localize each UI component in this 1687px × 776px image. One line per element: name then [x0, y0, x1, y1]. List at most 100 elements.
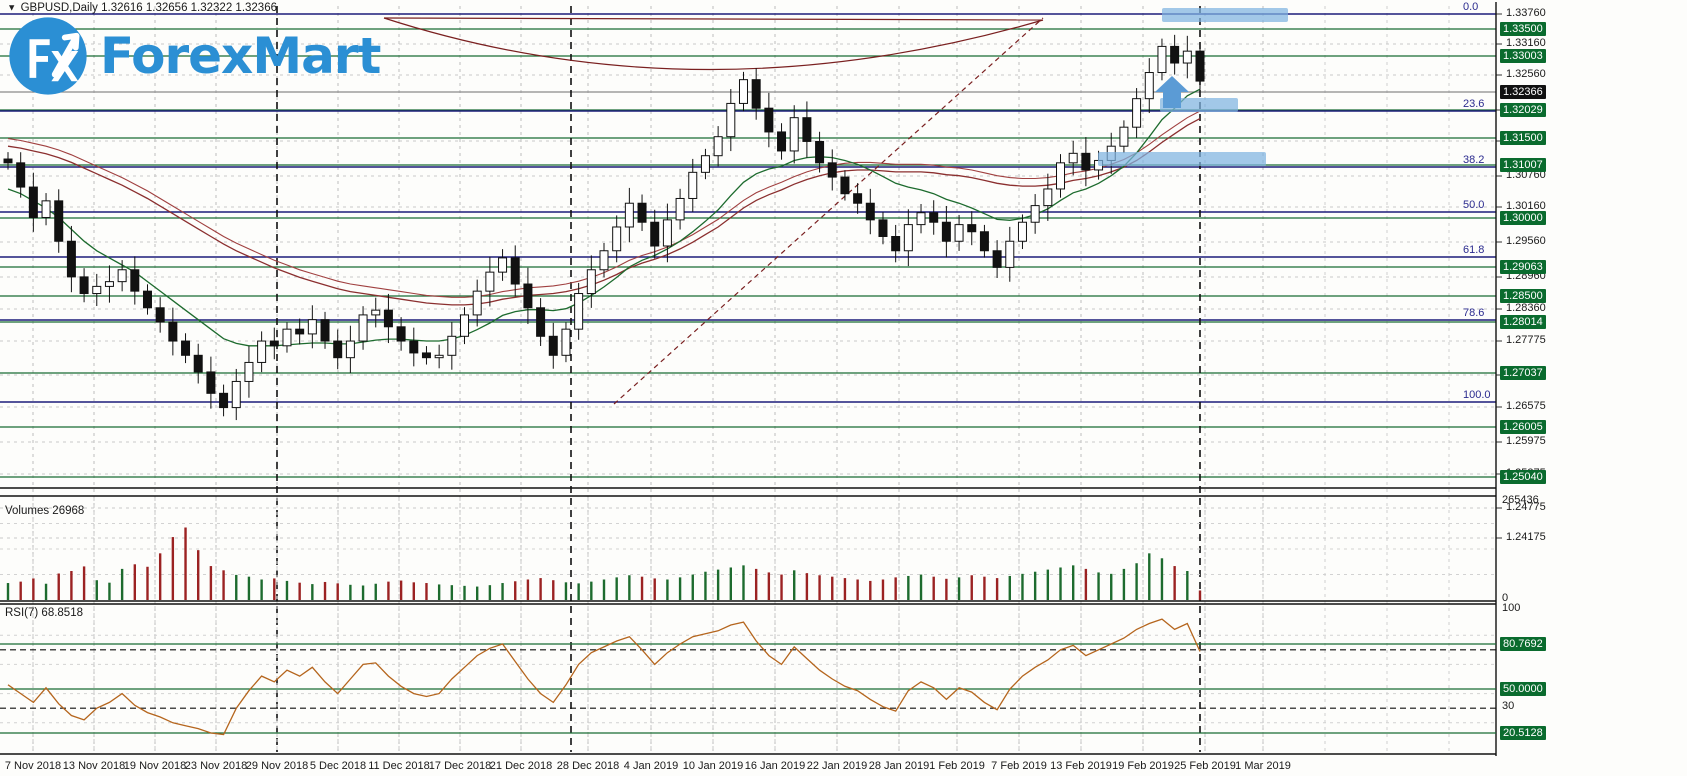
date-tick-label[interactable]: 7 Feb 2019	[991, 760, 1047, 772]
date-tick-label[interactable]: 13 Feb 2019	[1050, 760, 1112, 772]
candlestick	[1157, 45, 1167, 74]
date-tick-label[interactable]: 1 Feb 2019	[929, 760, 985, 772]
candlestick	[764, 107, 774, 133]
candlestick	[700, 155, 710, 173]
date-tick-label[interactable]: 28 Jan 2019	[868, 760, 930, 772]
fib-level-label: 23.6	[1463, 98, 1485, 110]
candlestick	[561, 328, 571, 356]
candlestick	[1005, 240, 1015, 268]
candlestick	[66, 240, 76, 278]
level-price-tag[interactable]: 1.26005	[1500, 420, 1546, 434]
date-tick-label[interactable]: 19 Feb 2019	[1112, 760, 1174, 772]
candlestick	[1132, 98, 1142, 128]
candlestick	[586, 269, 596, 295]
rsi-line	[7, 618, 1201, 736]
price-tick-label: 1.33760	[1506, 7, 1546, 19]
chart-header: ▼ GBPUSD,Daily 1.32616 1.32656 1.32322 1…	[6, 2, 277, 14]
rsi-top-label: 100	[1502, 602, 1521, 614]
date-tick-label[interactable]: 17 Dec 2018	[428, 760, 492, 772]
date-tick-label[interactable]: 19 Nov 2018	[123, 760, 187, 772]
level-price-tag[interactable]: 1.33003	[1500, 49, 1546, 63]
candlestick	[612, 226, 622, 252]
candlestick	[827, 162, 837, 178]
date-tick-label[interactable]: 1 Mar 2019	[1235, 760, 1291, 772]
fib-level-label: 50.0	[1463, 199, 1485, 211]
date-tick-label[interactable]: 7 Nov 2018	[4, 760, 62, 772]
date-tick-label[interactable]: 22 Jan 2019	[806, 760, 868, 772]
candlestick	[967, 224, 977, 233]
candlestick	[650, 221, 660, 247]
price-tick-label: 1.30160	[1506, 200, 1546, 212]
candlestick	[257, 340, 267, 363]
level-price-tag[interactable]: 1.28014	[1500, 315, 1546, 329]
candlestick	[688, 171, 698, 199]
candlestick	[865, 202, 875, 221]
date-tick-label[interactable]: 25 Feb 2019	[1174, 760, 1236, 772]
candlestick	[396, 326, 406, 342]
level-price-tag[interactable]: 1.27037	[1500, 366, 1546, 380]
volume-max-label: 265436	[1502, 494, 1539, 506]
price-tick-label: 1.24175	[1506, 531, 1546, 543]
candlestick	[954, 224, 964, 242]
date-tick-label[interactable]: 4 Jan 2019	[623, 760, 679, 772]
candlestick	[104, 281, 114, 287]
level-price-tag[interactable]: 1.31500	[1500, 131, 1546, 145]
level-price-tag[interactable]: 1.32029	[1500, 103, 1546, 117]
level-price-tag[interactable]: 1.33500	[1500, 22, 1546, 36]
candlestick	[1030, 205, 1040, 223]
fib-level-label: 61.8	[1463, 244, 1485, 256]
candlestick	[485, 271, 495, 292]
trend-upper	[383, 17, 1044, 21]
candlestick	[1182, 50, 1192, 64]
fib-level-label: 100.0	[1463, 389, 1491, 401]
price-tick-label: 1.26575	[1506, 400, 1546, 412]
level-price-tag[interactable]: 1.25040	[1500, 470, 1546, 484]
candlestick	[3, 158, 13, 164]
ohlc-quote: 1.32616 1.32656 1.32322 1.32366	[101, 2, 277, 14]
brand-mart: Mart	[252, 27, 381, 85]
candlestick	[371, 309, 381, 316]
fib-level-label: 78.6	[1463, 307, 1485, 319]
date-tick-label[interactable]: 13 Nov 2018	[62, 760, 126, 772]
level-price-tag[interactable]: 1.28500	[1500, 289, 1546, 303]
triangle-down-icon[interactable]: ▼	[7, 3, 17, 13]
date-tick-label[interactable]: 10 Jan 2019	[682, 760, 744, 772]
date-tick-label[interactable]: 29 Nov 2018	[245, 760, 309, 772]
candlestick	[777, 131, 787, 152]
candlestick	[345, 340, 355, 359]
candlestick	[738, 79, 748, 104]
candlestick	[168, 321, 178, 342]
price-tick-label: 1.28360	[1506, 302, 1546, 314]
date-tick-label[interactable]: 16 Jan 2019	[744, 760, 806, 772]
rsi-level-tag[interactable]: 20.5128	[1500, 726, 1546, 740]
fx-circle-icon	[9, 17, 87, 95]
rsi-level-tag[interactable]: 50.0000	[1500, 682, 1546, 696]
candlestick	[802, 117, 812, 142]
price-tick-label: 1.29560	[1506, 235, 1546, 247]
price-tick-label: 1.33160	[1506, 37, 1546, 49]
date-tick-label[interactable]: 5 Dec 2018	[309, 760, 367, 772]
candlestick	[92, 285, 102, 295]
level-price-tag[interactable]: 1.31007	[1500, 158, 1546, 172]
ma-slow-line	[7, 118, 1201, 306]
candlestick	[155, 307, 165, 323]
rsi-level-tag[interactable]: 80.7692	[1500, 637, 1546, 651]
symbol-label: GBPUSD,Daily	[20, 2, 98, 14]
date-tick-label[interactable]: 11 Dec 2018	[368, 760, 430, 772]
candlestick	[1195, 50, 1205, 82]
level-price-tag[interactable]: 1.29063	[1500, 260, 1546, 274]
highlight-band	[1162, 8, 1288, 22]
candlestick	[815, 140, 825, 164]
candlestick	[421, 352, 431, 359]
date-tick-label[interactable]: 21 Dec 2018	[489, 760, 553, 772]
candlestick	[789, 117, 799, 152]
level-price-tag[interactable]: 1.30000	[1500, 211, 1546, 225]
date-tick-label[interactable]: 28 Dec 2018	[556, 760, 620, 772]
candlestick	[181, 340, 191, 356]
current-price-tag[interactable]: 1.32366	[1500, 85, 1546, 99]
candlestick	[16, 162, 26, 188]
candlestick	[624, 202, 634, 228]
date-tick-label[interactable]: 23 Nov 2018	[184, 760, 248, 772]
